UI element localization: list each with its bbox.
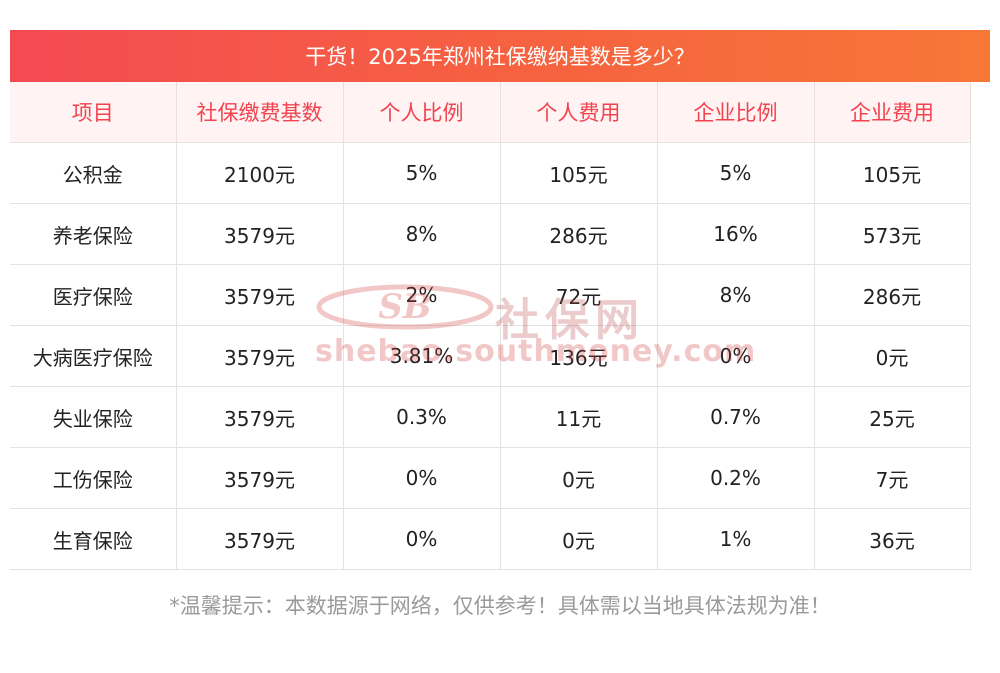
cell-company-cost: 0元	[814, 325, 971, 387]
cell-personal-cost: 11元	[500, 386, 658, 448]
footer-note: *温馨提示：本数据源于网络，仅供参考！具体需以当地具体法规为准！	[169, 594, 831, 618]
cell-company-rate: 0.2%	[657, 447, 815, 509]
cell-base: 2100元	[176, 142, 344, 204]
cell-company-rate: 1%	[657, 508, 815, 570]
cell-personal-rate: 2%	[343, 264, 501, 326]
cell-company-rate: 8%	[657, 264, 815, 326]
table-row: 工伤保险 3579元 0% 0元 0.2% 7元	[10, 447, 971, 509]
table-row: 大病医疗保险 3579元 3.81% 136元 0% 0元	[10, 325, 971, 387]
cell-item: 养老保险	[10, 203, 177, 265]
table-row: 养老保险 3579元 8% 286元 16% 573元	[10, 203, 971, 265]
cell-personal-rate: 5%	[343, 142, 501, 204]
cell-item: 公积金	[10, 142, 177, 204]
cell-company-cost: 105元	[814, 142, 971, 204]
cell-personal-cost: 286元	[500, 203, 658, 265]
header-personal-rate: 个人比例	[343, 82, 501, 143]
cell-company-rate: 5%	[657, 142, 815, 204]
page-title: 干货！2025年郑州社保缴纳基数是多少？	[305, 45, 695, 69]
cell-item: 生育保险	[10, 508, 177, 570]
cell-base: 3579元	[176, 386, 344, 448]
table-row: 生育保险 3579元 0% 0元 1% 36元	[10, 508, 971, 570]
cell-company-cost: 286元	[814, 264, 971, 326]
cell-company-rate: 16%	[657, 203, 815, 265]
cell-company-rate: 0.7%	[657, 386, 815, 448]
cell-base: 3579元	[176, 508, 344, 570]
cell-company-cost: 36元	[814, 508, 971, 570]
cell-company-rate: 0%	[657, 325, 815, 387]
header-company-cost: 企业费用	[814, 82, 971, 143]
cell-base: 3579元	[176, 203, 344, 265]
cell-personal-cost: 72元	[500, 264, 658, 326]
header-item: 项目	[10, 82, 177, 143]
cell-base: 3579元	[176, 447, 344, 509]
table-row: 医疗保险 3579元 2% 72元 8% 286元	[10, 264, 971, 326]
cell-base: 3579元	[176, 264, 344, 326]
cell-company-cost: 7元	[814, 447, 971, 509]
cell-personal-rate: 3.81%	[343, 325, 501, 387]
cell-company-cost: 573元	[814, 203, 971, 265]
header-base: 社保缴费基数	[176, 82, 344, 143]
cell-personal-cost: 0元	[500, 447, 658, 509]
cell-personal-rate: 8%	[343, 203, 501, 265]
table-row: 失业保险 3579元 0.3% 11元 0.7% 25元	[10, 386, 971, 448]
header-company-rate: 企业比例	[657, 82, 815, 143]
cell-personal-rate: 0%	[343, 508, 501, 570]
cell-item: 工伤保险	[10, 447, 177, 509]
table-row: 公积金 2100元 5% 105元 5% 105元	[10, 142, 971, 204]
insurance-table: 项目 社保缴费基数 个人比例 个人费用 企业比例 企业费用 公积金 2100元 …	[10, 82, 971, 570]
cell-personal-cost: 136元	[500, 325, 658, 387]
cell-item: 大病医疗保险	[10, 325, 177, 387]
cell-personal-rate: 0%	[343, 447, 501, 509]
header-personal-cost: 个人费用	[500, 82, 658, 143]
page-title-banner: 干货！2025年郑州社保缴纳基数是多少？	[10, 30, 990, 82]
cell-base: 3579元	[176, 325, 344, 387]
table-header-row: 项目 社保缴费基数 个人比例 个人费用 企业比例 企业费用	[10, 82, 971, 143]
cell-personal-rate: 0.3%	[343, 386, 501, 448]
cell-item: 医疗保险	[10, 264, 177, 326]
cell-company-cost: 25元	[814, 386, 971, 448]
cell-personal-cost: 105元	[500, 142, 658, 204]
cell-personal-cost: 0元	[500, 508, 658, 570]
cell-item: 失业保险	[10, 386, 177, 448]
